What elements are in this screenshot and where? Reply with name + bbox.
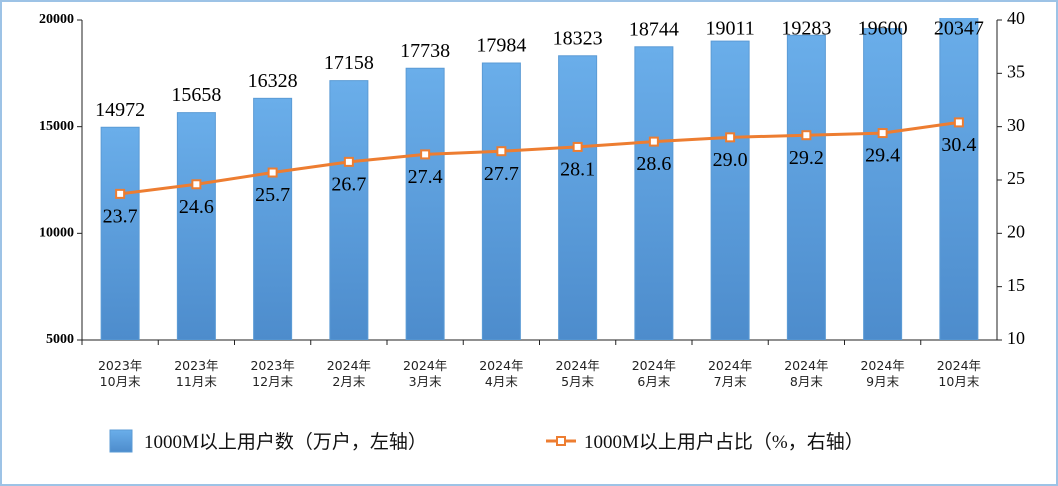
y2-tick-label: 20 [1007,221,1025,241]
line-label: 28.1 [560,159,595,181]
line-label: 26.7 [331,173,366,195]
line-label: 29.0 [713,149,748,171]
bar-label: 17158 [324,52,374,74]
bar [176,112,216,340]
line-marker [343,156,354,167]
y2-tick-label: 30 [1007,115,1025,135]
y-tick-label: 15000 [39,119,74,134]
bar [786,34,826,340]
line-marker [648,136,659,147]
y-tick-label: 5000 [46,332,74,347]
line-label: 27.7 [484,163,519,185]
y2-tick-label: 40 [1007,8,1025,28]
line-marker [496,146,507,157]
bar-label: 14972 [95,99,145,121]
line-label: 28.6 [636,153,671,175]
legend-swatch [556,436,566,446]
y-tick-label: 10000 [39,226,74,241]
bar [558,55,598,340]
x-tick-label: 2023年 10月末 [97,358,143,389]
bar [329,80,369,340]
y2-tick-label: 15 [1007,275,1025,295]
x-tick-label: 2024年 8月末 [784,358,829,389]
y2-tick-label: 10 [1007,328,1025,348]
bar [634,46,674,340]
line-label: 24.6 [179,196,214,218]
x-tick-label: 2023年 11月末 [174,358,219,389]
x-tick-label: 2024年 6月末 [631,358,677,389]
line-marker [267,167,278,178]
x-tick-label: 2024年 5月末 [555,358,600,389]
bar-label: 18323 [553,27,603,49]
line-marker [420,149,431,160]
line-marker [801,130,812,141]
line-marker [572,141,583,152]
x-tick-label: 2024年 10月末 [936,358,982,389]
line-marker [725,132,736,143]
bar-label: 16328 [248,70,298,92]
bar-label: 15658 [171,84,221,106]
bar [939,18,979,340]
bar-label: 19011 [705,18,754,40]
bar-label: 19600 [858,18,908,40]
line-marker [115,188,126,199]
y2-tick-label: 35 [1007,61,1025,81]
bar [405,67,445,340]
bar-label: 17984 [476,35,526,57]
x-tick-label: 2024年 9月末 [860,358,905,389]
bar [481,62,521,340]
bar-label: 19283 [781,18,831,40]
bar-label: 17738 [400,40,450,62]
x-tick-label: 2023年 12月末 [250,358,295,389]
legend-label: 1000M以上用户占比（%，右轴） [584,432,864,453]
bar-group [100,18,979,340]
bar [253,97,293,340]
x-tick-label: 2024年 7月末 [707,358,753,389]
line-label: 23.7 [103,205,138,227]
bar [863,28,903,340]
x-tick-label: 2024年 4月末 [479,358,524,389]
line-label: 30.4 [941,134,976,156]
y-tick-label: 20000 [39,12,74,27]
legend-swatch [109,429,133,453]
y2-tick-label: 25 [1007,168,1025,188]
bar-label: 20347 [934,18,984,40]
bar [100,126,140,340]
x-tick-label: 2024年 2月末 [326,358,372,389]
bar [710,40,750,340]
line-marker [953,117,964,128]
line-marker [877,128,888,139]
bar-label: 18744 [629,18,679,40]
legend-label: 1000M以上用户数（万户，左轴） [144,432,427,453]
line-label: 29.4 [865,145,900,167]
line [119,120,960,196]
line-marker [191,179,202,190]
line-label: 29.2 [789,147,824,169]
line-label: 25.7 [255,184,290,206]
x-tick-label: 2024年 3月末 [402,358,448,389]
line-label: 27.4 [408,166,443,188]
